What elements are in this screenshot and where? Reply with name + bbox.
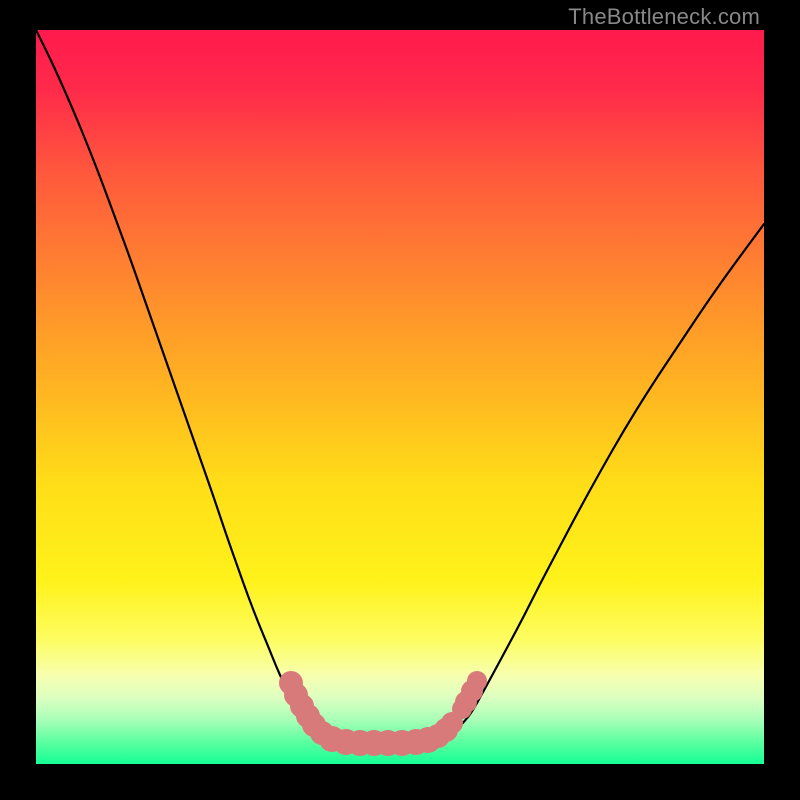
- gradient-background: [36, 30, 764, 764]
- border-left: [0, 0, 36, 800]
- border-right: [764, 0, 800, 800]
- border-bottom: [0, 764, 800, 800]
- chart-frame: TheBottleneck.com: [0, 0, 800, 800]
- watermark-text: TheBottleneck.com: [568, 4, 760, 30]
